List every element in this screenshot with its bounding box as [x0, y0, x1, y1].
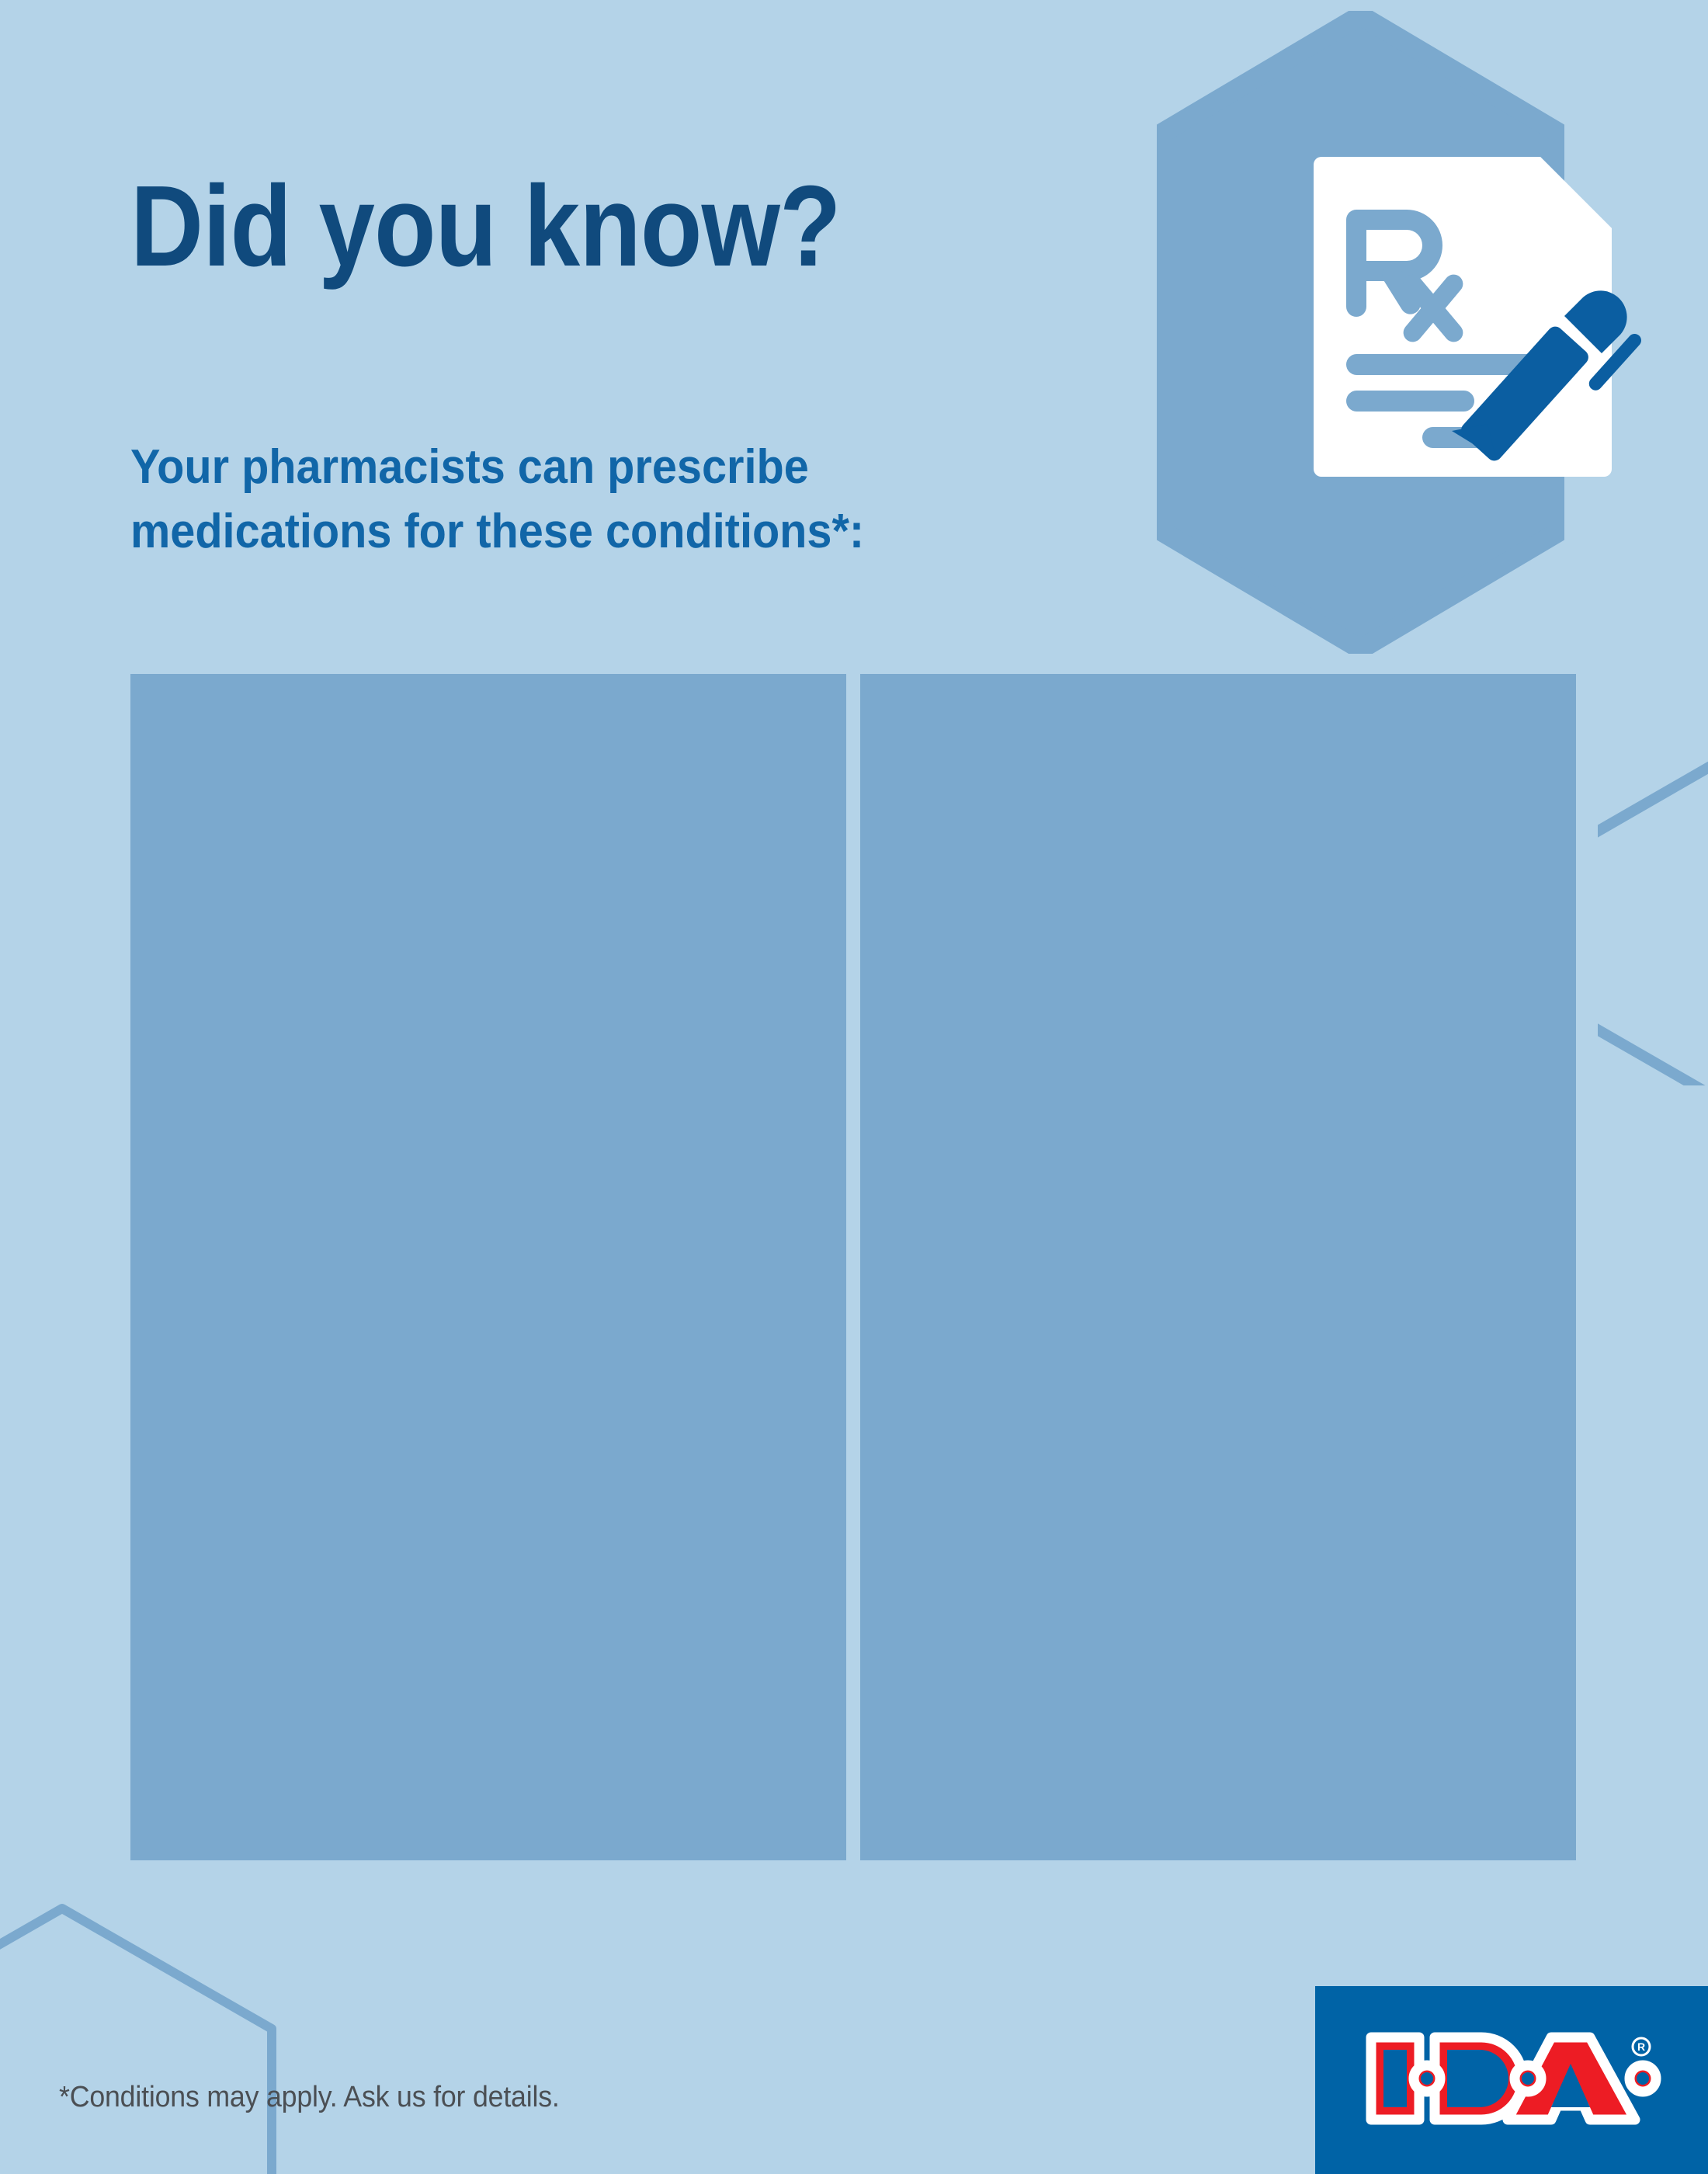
registered-trademark-icon: R — [1631, 2037, 1651, 2057]
page-title: Did you know? — [130, 162, 842, 290]
svg-text:R: R — [1637, 2040, 1645, 2053]
conditions-panel-group — [130, 674, 1576, 1860]
ida-logo-block: R — [1315, 1986, 1708, 2174]
page-subtitle: Your pharmacists can prescribe medicatio… — [130, 440, 865, 559]
rx-symbol — [1346, 210, 1463, 342]
conditions-column-right — [860, 674, 1576, 1860]
pen-icon — [1452, 290, 1641, 461]
hexagon-outline-shape — [0, 1904, 276, 2174]
prescription-document-icon — [1314, 157, 1641, 477]
disclaimer-text: *Conditions may apply. Ask us for detail… — [59, 2081, 560, 2113]
hexagon-outline-shape — [1598, 761, 1708, 1085]
ida-logo-icon: R — [1366, 2032, 1661, 2125]
conditions-column-left — [130, 674, 846, 1860]
